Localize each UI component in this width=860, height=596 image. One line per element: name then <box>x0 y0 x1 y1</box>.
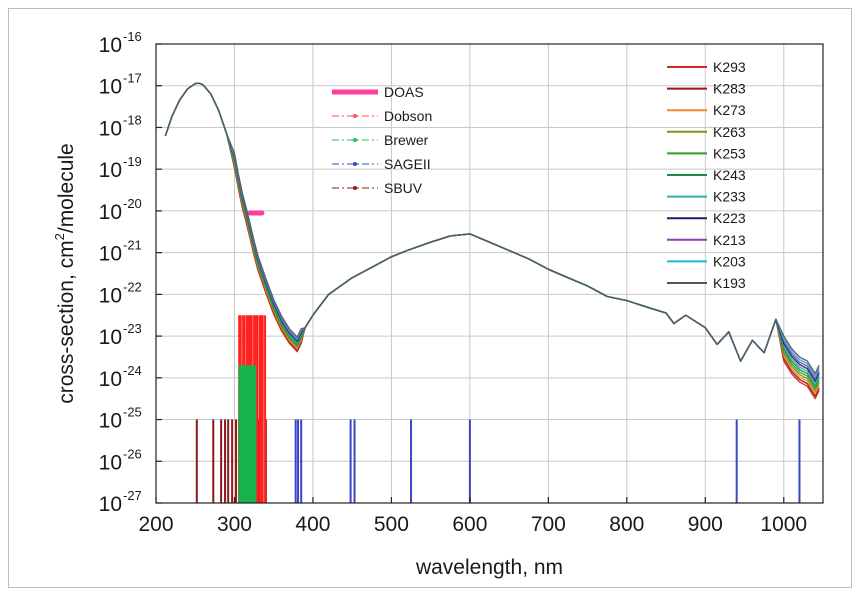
legend-label-k213: K213 <box>713 232 746 248</box>
y-tick-label: 10 <box>99 368 122 391</box>
y-tick-exponent: -27 <box>123 488 142 503</box>
y-axis-ticks: 10-1610-1710-1810-1910-2010-2110-2210-23… <box>99 29 162 516</box>
y-tick-base: 10 <box>99 159 122 182</box>
x-tick-label: 700 <box>531 513 566 536</box>
legend-marker-sageii <box>353 162 357 166</box>
x-tick-label: 900 <box>688 513 723 536</box>
y-tick-label: 10 <box>99 159 122 182</box>
y-tick-label: 10 <box>99 410 122 433</box>
y-tick-base: 10 <box>99 493 122 516</box>
figure-frame <box>8 8 852 588</box>
y-tick-exponent: -22 <box>123 279 142 294</box>
y-axis-title-main: cross-section, cm <box>55 240 78 403</box>
legend-label-sageii: SAGEII <box>384 156 431 172</box>
legend-marker-dobson <box>353 114 357 118</box>
cross-section-curves <box>164 82 820 400</box>
curve-k193 <box>164 82 820 375</box>
y-tick-exponent: -23 <box>123 321 142 336</box>
y-tick-exponent: -26 <box>123 446 142 461</box>
legend-label-doas: DOAS <box>384 84 424 100</box>
y-tick-label: 10 <box>99 34 122 57</box>
plot-area-border <box>155 43 824 504</box>
y-tick-base: 10 <box>99 201 122 224</box>
y-tick-label: 10 <box>99 284 122 307</box>
y-tick-base: 10 <box>99 34 122 57</box>
legend-label-k203: K203 <box>713 253 746 269</box>
y-tick-exponent: -19 <box>123 154 142 169</box>
legend-label-k193: K193 <box>713 275 746 291</box>
legend-marker-sbuv <box>353 186 357 190</box>
y-axis-title: cross-section, cm2/molecule <box>52 143 78 404</box>
y-tick-exponent: -16 <box>123 29 142 44</box>
y-tick-base: 10 <box>99 284 122 307</box>
x-tick-label: 200 <box>138 513 173 536</box>
y-tick-label: 10 <box>99 451 122 474</box>
y-axis-title-suffix: /molecule <box>55 143 78 233</box>
temperature-legend: K293 K283 K273 K263 K253 K243 K233 K223 K213 K203… <box>667 59 746 291</box>
x-tick-label: 800 <box>609 513 644 536</box>
x-tick-label: 400 <box>295 513 330 536</box>
legend-label-dobson: Dobson <box>384 108 432 124</box>
y-tick-label: 10 <box>99 201 122 224</box>
y-tick-label: 10 <box>99 493 122 516</box>
y-tick-label: 10 <box>99 117 122 140</box>
y-tick-exponent: -17 <box>123 71 142 86</box>
x-tick-label: 600 <box>452 513 487 536</box>
y-tick-label: 10 <box>99 76 122 99</box>
x-tick-label: 1000 <box>760 513 807 536</box>
legend-label-k263: K263 <box>713 124 746 140</box>
y-tick-label: 10 <box>99 326 122 349</box>
x-tick-label: 500 <box>374 513 409 536</box>
y-tick-base: 10 <box>99 368 122 391</box>
legend-label-k233: K233 <box>713 189 746 205</box>
x-tick-label: 300 <box>217 513 252 536</box>
y-tick-exponent: -24 <box>123 363 142 378</box>
legend-label-k243: K243 <box>713 167 746 183</box>
instrument-legend: DOAS Dobson Brewer SAGEII SBUV <box>332 84 432 196</box>
legend-label-k253: K253 <box>713 145 746 161</box>
y-axis-title-superscript: 2 <box>52 233 67 240</box>
legend-marker-brewer <box>353 138 357 142</box>
y-tick-base: 10 <box>99 326 122 349</box>
legend-label-k223: K223 <box>713 210 746 226</box>
y-tick-base: 10 <box>99 76 122 99</box>
y-tick-exponent: -25 <box>123 405 142 420</box>
legend-label-k283: K283 <box>713 81 746 97</box>
y-tick-label: 10 <box>99 243 122 266</box>
y-tick-base: 10 <box>99 410 122 433</box>
x-axis-ticks: 200 300 400 500 600 700 800 900 1000 <box>138 497 807 536</box>
legend-label-k273: K273 <box>713 102 746 118</box>
y-tick-exponent: -21 <box>123 238 142 253</box>
x-axis-title: wavelength, nm <box>415 556 563 579</box>
y-tick-base: 10 <box>99 243 122 266</box>
y-tick-exponent: -20 <box>123 196 142 211</box>
y-tick-exponent: -18 <box>123 112 142 127</box>
y-tick-base: 10 <box>99 451 122 474</box>
y-tick-base: 10 <box>99 117 122 140</box>
legend-label-brewer: Brewer <box>384 132 429 148</box>
legend-label-k293: K293 <box>713 59 746 75</box>
instrument-bands <box>195 210 801 503</box>
legend-label-sbuv: SBUV <box>384 180 423 196</box>
